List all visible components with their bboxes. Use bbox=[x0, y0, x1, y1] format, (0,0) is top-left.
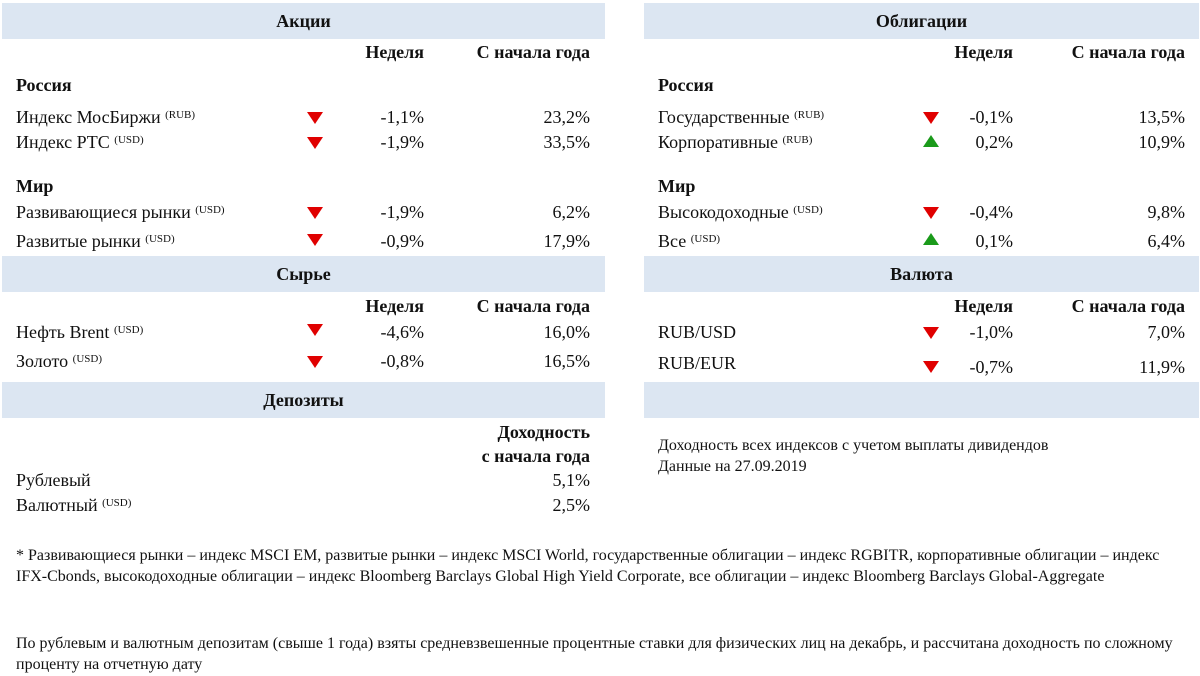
stocks-row-ytd: 23,2% bbox=[543, 107, 591, 127]
deposits-row-name: Валютный (USD) bbox=[16, 495, 132, 515]
currency-row-name: RUB/EUR bbox=[658, 353, 737, 373]
deposits-row-name: Рублевый bbox=[16, 470, 91, 490]
down-arrow-icon bbox=[923, 327, 939, 339]
stocks-col-week: Неделя bbox=[365, 42, 424, 62]
bonds-header: Облигации bbox=[644, 3, 1199, 39]
currency-row-week: -1,0% bbox=[969, 322, 1014, 342]
stocks-row-week: -0,9% bbox=[380, 231, 425, 251]
bonds-row-ytd: 13,5% bbox=[1138, 107, 1186, 127]
stocks-header: Акции bbox=[2, 3, 605, 39]
stocks-row-ytd: 6,2% bbox=[552, 202, 591, 222]
empty-header-band bbox=[644, 382, 1199, 418]
commodities-col-ytd: С начала года bbox=[476, 296, 590, 316]
stocks-row-week: -1,1% bbox=[380, 107, 425, 127]
commodities-row-week: -4,6% bbox=[380, 322, 425, 342]
stocks-russia-label: Россия bbox=[16, 75, 72, 95]
bonds-row-name: Высокодоходные (USD) bbox=[658, 202, 823, 222]
bonds-russia-label: Россия bbox=[658, 75, 714, 95]
bonds-row-name: Государственные (RUB) bbox=[658, 107, 825, 127]
bonds-row-name: Все (USD) bbox=[658, 231, 721, 251]
currency-col-ytd: С начала года bbox=[1071, 296, 1185, 316]
deposits-col-line1: Доходность bbox=[497, 422, 590, 442]
info-dividends-note: Доходность всех индексов с учетом выплат… bbox=[658, 437, 1049, 454]
commodities-row-ytd: 16,5% bbox=[543, 351, 591, 371]
commodities-col-week: Неделя bbox=[365, 296, 424, 316]
bonds-row-ytd: 6,4% bbox=[1147, 231, 1186, 251]
stocks-row-week: -1,9% bbox=[380, 132, 425, 152]
deposits-header: Депозиты bbox=[2, 382, 605, 418]
currency-header: Валюта bbox=[644, 256, 1199, 292]
stocks-row-name: Индекс РТС (USD) bbox=[16, 132, 144, 152]
stocks-col-ytd: С начала года bbox=[476, 42, 590, 62]
stocks-row-week: -1,9% bbox=[380, 202, 425, 222]
bonds-row-ytd: 10,9% bbox=[1138, 132, 1186, 152]
down-arrow-icon bbox=[923, 112, 939, 124]
down-arrow-icon bbox=[307, 356, 323, 368]
currency-row-name: RUB/USD bbox=[658, 322, 737, 342]
bonds-col-ytd: С начала года bbox=[1071, 42, 1185, 62]
deposits-row-ytd: 2,5% bbox=[552, 495, 591, 515]
currency-row-week: -0,7% bbox=[969, 357, 1014, 377]
bonds-row-week: -0,1% bbox=[969, 107, 1014, 127]
down-arrow-icon bbox=[307, 324, 323, 336]
stocks-row-ytd: 17,9% bbox=[543, 231, 591, 251]
stocks-row-name: Развитые рынки (USD) bbox=[16, 231, 175, 251]
footnote-deposits: По рублевым и валютным депозитам (свыше … bbox=[16, 635, 1173, 673]
stocks-row-name: Индекс МосБиржи (RUB) bbox=[16, 107, 196, 127]
deposits-row-ytd: 5,1% bbox=[552, 470, 591, 490]
commodities-row-week: -0,8% bbox=[380, 351, 425, 371]
deposits-col-line2: с начала года bbox=[481, 446, 590, 466]
stocks-world-label: Мир bbox=[16, 176, 54, 196]
down-arrow-icon bbox=[923, 361, 939, 373]
down-arrow-icon bbox=[307, 137, 323, 149]
commodities-row-ytd: 16,0% bbox=[543, 322, 591, 342]
currency-row-ytd: 7,0% bbox=[1147, 322, 1186, 342]
footnote-indices: * Развивающиеся рынки – индекс MSCI EM, … bbox=[16, 547, 1160, 585]
bonds-world-label: Мир bbox=[658, 176, 696, 196]
stocks-row-name: Развивающиеся рынки (USD) bbox=[16, 202, 225, 222]
commodities-row-name: Нефть Brent (USD) bbox=[16, 322, 144, 342]
bonds-row-ytd: 9,8% bbox=[1147, 202, 1186, 222]
down-arrow-icon bbox=[307, 207, 323, 219]
bonds-row-week: 0,1% bbox=[975, 231, 1014, 251]
currency-col-week: Неделя bbox=[954, 296, 1013, 316]
down-arrow-icon bbox=[307, 234, 323, 246]
currency-row-ytd: 11,9% bbox=[1139, 357, 1185, 377]
info-date-note: Данные на 27.09.2019 bbox=[658, 458, 807, 475]
bonds-row-week: 0,2% bbox=[975, 132, 1014, 152]
down-arrow-icon bbox=[923, 207, 939, 219]
up-arrow-icon bbox=[923, 233, 939, 245]
stocks-row-ytd: 33,5% bbox=[543, 132, 591, 152]
up-arrow-icon bbox=[923, 135, 939, 147]
bonds-row-name: Корпоративные (RUB) bbox=[658, 132, 813, 152]
down-arrow-icon bbox=[307, 112, 323, 124]
bonds-row-week: -0,4% bbox=[969, 202, 1014, 222]
commodities-row-name: Золото (USD) bbox=[16, 351, 102, 371]
commodities-header: Сырье bbox=[2, 256, 605, 292]
bonds-col-week: Неделя bbox=[954, 42, 1013, 62]
